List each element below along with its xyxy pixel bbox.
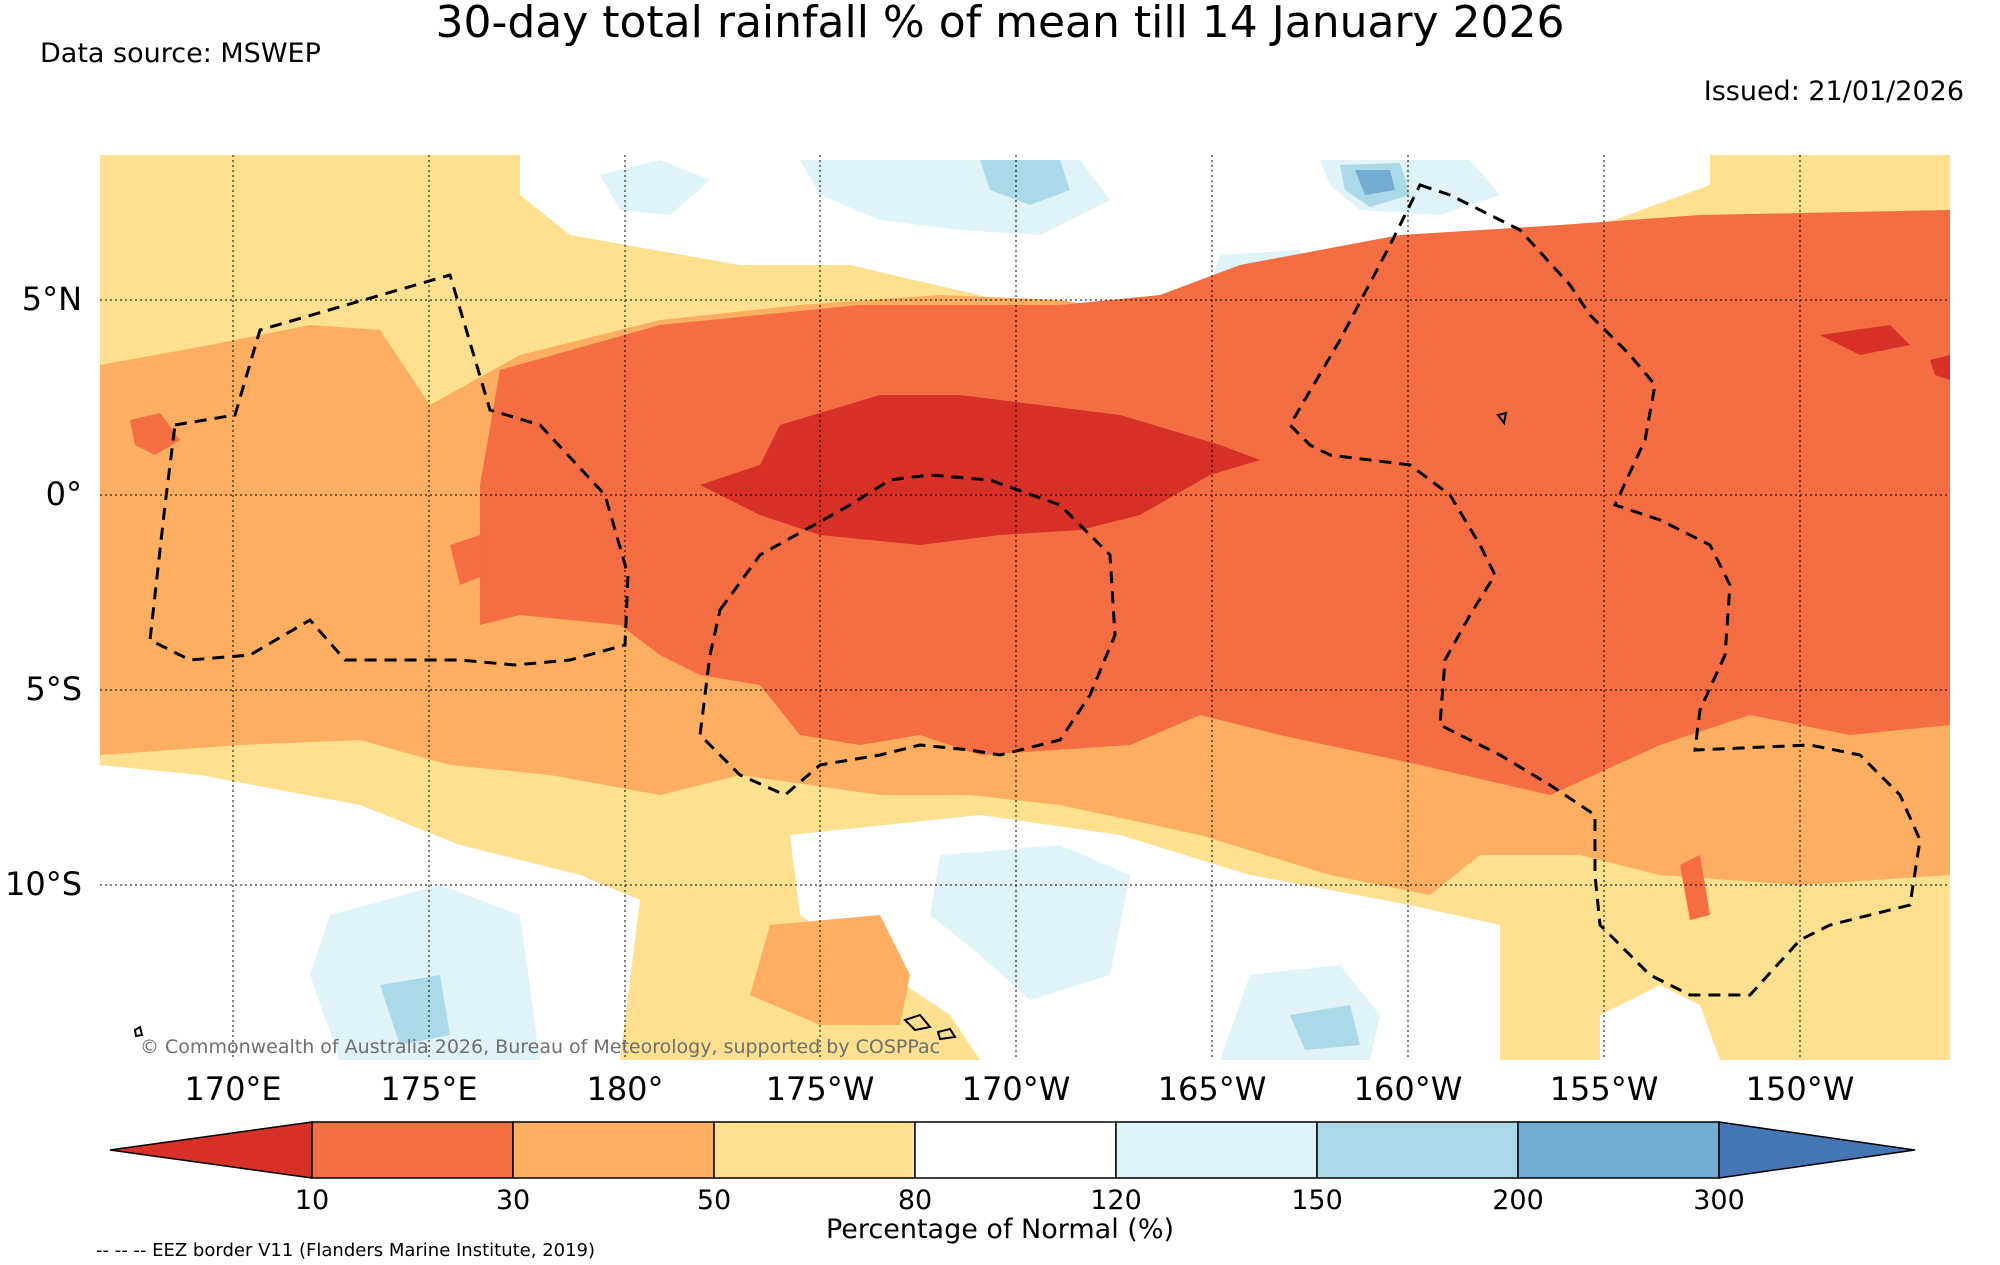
colorbar-segment-1 (311, 1121, 514, 1179)
rainfall-band-120-150-south-b (930, 845, 1130, 1000)
lon-label-150w: 150°W (1745, 1070, 1855, 1108)
issued-date: Issued: 21/01/2026 (1703, 76, 1964, 107)
lat-label-5s: 5°S (25, 670, 82, 708)
rainfall-band-below-10-edge-spot (1930, 355, 1950, 380)
rainfall-band-150-200-south-a (380, 975, 450, 1045)
colorbar-tick-30: 30 (495, 1185, 531, 1216)
rainfall-band-below-10-east-spot (1820, 325, 1910, 355)
rainfall-band-120-150-north-a (600, 160, 710, 215)
rainfall-band-10-30-west-spot (130, 413, 180, 455)
rainfall-band-150-200-north-a (980, 160, 1070, 205)
rainfall-band-10-30-midwest-spot (450, 535, 485, 585)
island-outline-b (936, 1027, 957, 1041)
island-outline-c (1496, 411, 1508, 426)
islands (133, 411, 1508, 1041)
rainfall-band-80-120-southeast (1600, 985, 1720, 1060)
eez-border-note: -- -- -- EEZ border V11 (Flanders Marine… (96, 1240, 596, 1261)
colorbar-tick-300: 300 (1693, 1185, 1745, 1216)
rainfall-band-200-300-north (1355, 170, 1395, 195)
colorbar-tick-10: 10 (294, 1185, 330, 1216)
rainfall-band-120-150-south-a (310, 885, 540, 1060)
lon-label-175w: 175°W (765, 1070, 875, 1108)
lon-label-175e: 175°E (380, 1070, 478, 1108)
colorbar-segment-7 (1517, 1121, 1720, 1179)
lon-label-170e: 170°E (184, 1070, 282, 1108)
colorbar-tick-120: 120 (1090, 1185, 1142, 1216)
rainfall-band-10-30-south-spot (1680, 855, 1710, 920)
lat-label-5n: 5°N (21, 280, 82, 318)
colorbar-segment-3 (713, 1121, 916, 1179)
rainfall-map-canvas (100, 155, 1950, 1060)
island-outline-d (133, 1025, 144, 1038)
colorbar-segment-5 (1115, 1121, 1318, 1179)
colorbar-extend-low (109, 1121, 313, 1179)
eez-border-central (698, 473, 1117, 797)
island-outline-a (903, 1013, 932, 1032)
colorbar-tick-50: 50 (696, 1185, 732, 1216)
lon-label-170w: 170°W (961, 1070, 1071, 1108)
graticule (100, 155, 1950, 1060)
rainfall-map: © Commonwealth of Australia 2026, Bureau… (100, 155, 1950, 1060)
lon-label-165w: 165°W (1157, 1070, 1267, 1108)
rainfall-band-below-10 (700, 395, 1260, 545)
colorbar-segment-6 (1316, 1121, 1519, 1179)
lon-label-180: 180° (586, 1070, 664, 1108)
rainfall-band-30-50-south (750, 915, 910, 1025)
colorbar-tick-200: 200 (1492, 1185, 1544, 1216)
rainfall-band-10-30 (480, 210, 1950, 795)
colorbar-segment-2 (512, 1121, 715, 1179)
colorbar-extend-high (1718, 1121, 1916, 1179)
lat-label-10s: 10°S (4, 865, 82, 903)
lon-label-155w: 155°W (1549, 1070, 1659, 1108)
eez-border-west (148, 273, 630, 667)
colorbar-tick-150: 150 (1291, 1185, 1343, 1216)
colorbar (109, 1121, 1916, 1179)
map-title: 30-day total rainfall % of mean till 14 … (435, 0, 1565, 48)
colorbar-label: Percentage of Normal (%) (825, 1214, 1175, 1245)
lat-label-equator: 0° (45, 475, 82, 513)
copyright-note: © Commonwealth of Australia 2026, Bureau… (140, 1036, 941, 1058)
eez-border-east (1288, 183, 1922, 997)
eez-borders (148, 183, 1922, 997)
colorbar-segment-4 (914, 1121, 1117, 1179)
lon-label-160w: 160°W (1353, 1070, 1463, 1108)
colorbar-tick-80: 80 (897, 1185, 933, 1216)
rainfall-band-150-200-south-b (1290, 1005, 1360, 1050)
data-source-label: Data source: MSWEP (40, 38, 321, 69)
